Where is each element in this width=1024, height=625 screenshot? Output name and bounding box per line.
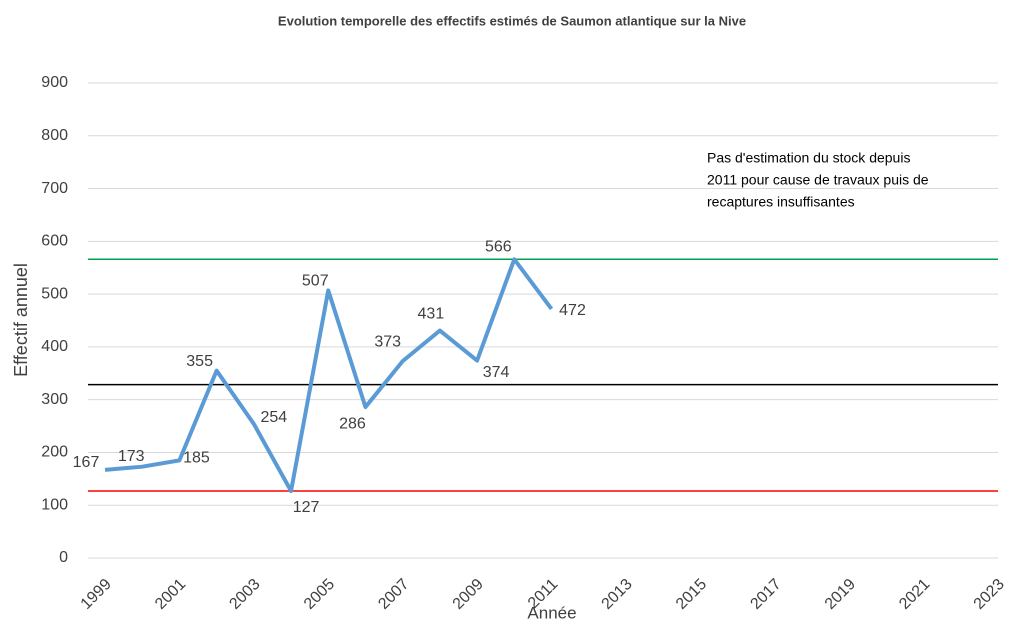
data-label: 355 (186, 353, 213, 370)
x-tick-label: 2009 (450, 576, 487, 613)
y-tick-label: 500 (41, 285, 68, 302)
x-tick-label: 2003 (226, 576, 263, 613)
data-label: 373 (374, 333, 401, 350)
y-tick-label: 0 (59, 549, 68, 566)
y-tick-label: 200 (41, 444, 68, 461)
y-tick-label: 100 (41, 496, 68, 513)
y-tick-label: 700 (41, 180, 68, 197)
x-tick-label: 2007 (375, 576, 412, 613)
x-tick-label: 2017 (747, 576, 784, 613)
x-tick-label: 2005 (301, 576, 338, 613)
data-label: 566 (485, 238, 512, 255)
data-label: 167 (73, 454, 100, 471)
data-label: 507 (302, 273, 329, 290)
x-tick-label: 2021 (896, 576, 933, 613)
chart-title: Evolution temporelle des effectifs estim… (278, 13, 746, 28)
y-tick-label: 400 (41, 338, 68, 355)
y-tick-label: 900 (41, 74, 68, 91)
data-label: 374 (483, 364, 510, 381)
data-label: 286 (339, 415, 366, 432)
x-tick-label: 2019 (822, 576, 859, 613)
x-tick-label: 2013 (599, 576, 636, 613)
data-label: 173 (118, 448, 145, 465)
annotation: Pas d'estimation du stock depuis (707, 150, 910, 166)
annotation: recaptures insuffisantes (707, 194, 855, 210)
x-tick-label: 1999 (78, 576, 115, 613)
y-axis-label: Effectif annuel (11, 263, 31, 377)
data-label: 431 (418, 306, 445, 323)
x-tick-label: 2023 (971, 576, 1008, 613)
data-label: 185 (183, 450, 210, 467)
x-tick-label: 2015 (673, 576, 710, 613)
data-label: 254 (260, 409, 287, 426)
x-tick-label: 2001 (152, 576, 189, 613)
data-label: 127 (293, 499, 320, 516)
y-tick-label: 600 (41, 233, 68, 250)
data-line (104, 257, 554, 493)
y-tick-label: 800 (41, 127, 68, 144)
data-label: 472 (559, 302, 586, 319)
y-tick-label: 300 (41, 391, 68, 408)
annotation: 2011 pour cause de travaux puis de (707, 172, 929, 188)
x-axis-label: Année (527, 603, 576, 622)
